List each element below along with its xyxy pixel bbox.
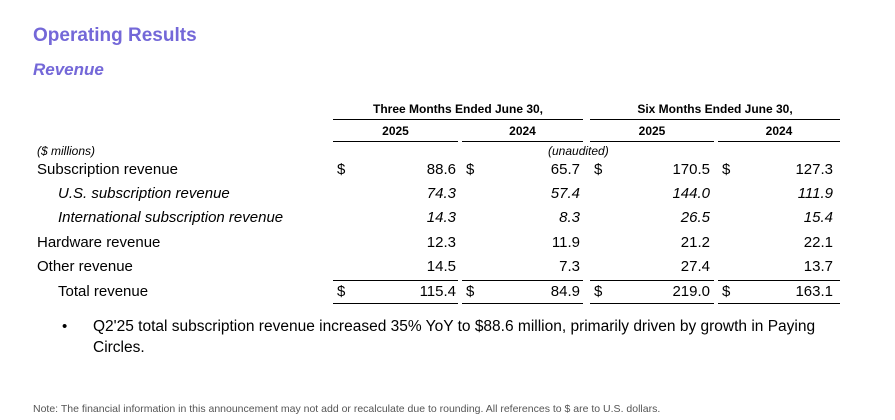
total-rule — [718, 280, 840, 281]
year-header-rule — [462, 141, 583, 142]
table-row-subscription-revenue: Subscription revenue $ 88.6 $ 65.7 $ 170… — [0, 161, 895, 183]
currency-symbol: $ — [594, 161, 603, 178]
currency-symbol: $ — [337, 161, 346, 178]
row-label: Hardware revenue — [37, 234, 161, 251]
cell-value: 7.3 — [559, 258, 580, 275]
total-double-rule — [718, 303, 840, 304]
cell-value: 144.0 — [672, 185, 710, 202]
table-row-international-subscription-revenue: International subscription revenue 14.3 … — [0, 209, 895, 231]
cell-value: 27.4 — [680, 258, 710, 275]
period-header-rule — [333, 119, 583, 120]
cell-value: 84.9 — [550, 283, 580, 300]
total-rule — [590, 280, 714, 281]
row-label: Other revenue — [37, 258, 133, 275]
year-header: 2024 — [509, 124, 536, 138]
total-double-rule — [462, 303, 583, 304]
bullet-text: Q2'25 total subscription revenue increas… — [93, 318, 816, 356]
cell-value: 14.5 — [426, 258, 456, 275]
year-header-rule — [333, 141, 458, 142]
row-label: International subscription revenue — [58, 209, 284, 226]
total-double-rule — [590, 303, 714, 304]
footnote: Note: The financial information in this … — [33, 403, 661, 415]
cell-value: 26.5 — [680, 209, 710, 226]
cell-value: 170.5 — [672, 161, 710, 178]
cell-value: 115.4 — [419, 283, 456, 300]
row-label: U.S. subscription revenue — [58, 185, 230, 202]
currency-symbol: $ — [466, 283, 475, 300]
table-row-us-subscription-revenue: U.S. subscription revenue 74.3 57.4 144.… — [0, 185, 895, 207]
year-header: 2025 — [638, 124, 666, 138]
cell-value: 57.4 — [550, 185, 580, 202]
row-label: Total revenue — [58, 283, 149, 300]
cell-value: 13.7 — [803, 258, 833, 275]
total-double-rule — [333, 303, 458, 304]
cell-value: 11.9 — [551, 234, 580, 251]
row-label: Subscription revenue — [37, 161, 178, 178]
table-row-other-revenue: Other revenue 14.5 7.3 27.4 13.7 — [0, 258, 895, 280]
section-subtitle: Revenue — [33, 60, 104, 79]
unaudited-label: (unaudited) — [548, 144, 609, 158]
period-header-three-months: Three Months Ended June 30, — [372, 102, 544, 116]
cell-value: 8.3 — [559, 209, 580, 226]
cell-value: 111.9 — [797, 185, 833, 202]
units-label: ($ millions) — [37, 144, 96, 158]
page-title: Operating Results — [33, 25, 197, 46]
total-rule — [333, 280, 458, 281]
currency-symbol: $ — [466, 161, 475, 178]
year-header: 2024 — [765, 124, 793, 138]
period-header-rule — [590, 119, 840, 120]
total-rule — [462, 280, 583, 281]
year-header-rule — [718, 141, 840, 142]
cell-value: 65.7 — [550, 161, 580, 178]
cell-value: 22.1 — [803, 234, 833, 251]
currency-symbol: $ — [337, 283, 346, 300]
currency-symbol: $ — [722, 283, 731, 300]
cell-value: 219.0 — [672, 283, 710, 300]
bullet-icon: • — [62, 318, 68, 335]
cell-value: 88.6 — [426, 161, 456, 178]
cell-value: 163.1 — [795, 283, 833, 300]
cell-value: 15.4 — [803, 209, 833, 226]
cell-value: 127.3 — [795, 161, 833, 178]
period-header-six-months: Six Months Ended June 30, — [637, 102, 793, 116]
cell-value: 21.2 — [680, 234, 710, 251]
currency-symbol: $ — [594, 283, 603, 300]
table-row-total-revenue: Total revenue $ 115.4 $ 84.9 $ 219.0 $ 1… — [0, 283, 895, 305]
year-header: 2025 — [382, 124, 409, 138]
table-row-hardware-revenue: Hardware revenue 12.3 11.9 21.2 22.1 — [0, 234, 895, 256]
year-header-rule — [590, 141, 714, 142]
cell-value: 12.3 — [426, 234, 456, 251]
cell-value: 74.3 — [426, 185, 456, 202]
currency-symbol: $ — [722, 161, 731, 178]
cell-value: 14.3 — [426, 209, 456, 226]
